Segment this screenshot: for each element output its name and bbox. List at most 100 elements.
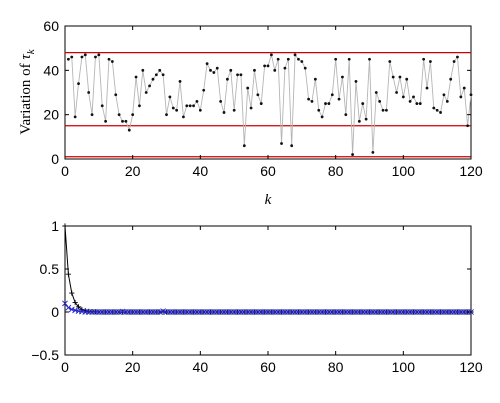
top-chart-data-point <box>127 128 131 132</box>
top-chart-data-point <box>361 102 365 105</box>
top-chart-data-point <box>182 115 185 119</box>
bottom-chart-xtick-label: 20 <box>125 359 141 375</box>
top-chart-data-point <box>435 108 439 112</box>
top-chart-data-point <box>412 95 415 99</box>
top-chart-data-point <box>202 88 206 92</box>
bottom-chart-xtick-label: 100 <box>392 359 416 375</box>
top-chart-data-point <box>286 57 290 61</box>
top-chart-data-point <box>80 55 84 59</box>
top-chart-data-point <box>337 97 341 101</box>
top-chart-data-point <box>192 104 195 108</box>
top-chart-data-point <box>165 113 168 117</box>
top-chart-data-point <box>73 115 77 119</box>
top-chart-data-point <box>141 68 145 72</box>
top-chart-xtick-label: 20 <box>125 163 141 179</box>
bottom-chart-ytick-label: 0 <box>51 304 59 320</box>
top-chart-data-point <box>442 93 446 97</box>
top-chart-data-point <box>77 82 80 86</box>
top-chart-data-point <box>469 93 473 97</box>
top-chart-data-point <box>466 124 470 128</box>
top-chart-data-point <box>327 102 331 105</box>
bottom-chart-series-1-marker <box>69 290 75 296</box>
top-chart-data-point <box>439 111 442 114</box>
top-chart-data-point <box>422 57 426 61</box>
bottom-chart-plot-area <box>64 225 472 356</box>
top-chart-data-point <box>242 144 246 148</box>
top-chart-data-point <box>83 53 87 57</box>
top-chart-data-point <box>445 99 449 103</box>
bottom-chart-series-1-marker <box>75 304 82 310</box>
top-chart-data-point <box>198 108 202 112</box>
top-chart-data-point <box>307 97 310 101</box>
top-chart-data-point <box>418 102 422 105</box>
top-chart-data-point <box>97 53 101 57</box>
top-chart-data-point <box>432 106 436 110</box>
top-chart-y-ticks: 0 20 40 60 <box>43 18 471 167</box>
bottom-chart-series <box>62 223 474 315</box>
top-chart-data-point <box>303 66 307 70</box>
bottom-chart-series-2-marker <box>156 309 163 315</box>
bottom-chart-series-2-marker <box>160 308 167 315</box>
top-chart-data-point <box>280 142 283 145</box>
top-chart-data-point <box>290 144 294 148</box>
top-chart-data-point <box>215 66 219 70</box>
top-chart-data-point <box>456 55 459 59</box>
top-chart-data-point <box>273 68 277 72</box>
top-chart-xtick-label: 80 <box>328 163 344 179</box>
top-chart-data-point <box>408 99 412 103</box>
top-chart-data-point <box>344 113 348 117</box>
top-chart-data-point <box>401 95 405 99</box>
bottom-chart-xtick-label: 40 <box>193 359 209 375</box>
top-chart-xlabel: k <box>265 192 272 208</box>
top-chart-data-point <box>334 57 338 61</box>
top-chart-data-point <box>158 68 162 72</box>
bottom-chart-ytick-label: 1 <box>51 218 59 234</box>
top-chart-data-point <box>266 64 270 68</box>
top-chart-series <box>66 53 473 156</box>
top-chart-data-point <box>144 91 148 94</box>
top-chart-series-line <box>68 53 472 155</box>
top-chart-data-point <box>459 95 463 99</box>
top-chart-ylabel-subscript: k <box>25 48 37 54</box>
bottom-chart-xtick-label: 60 <box>260 359 276 375</box>
top-chart-data-point <box>449 77 453 81</box>
top-chart-data-point <box>195 99 199 103</box>
top-chart-data-point <box>236 73 239 77</box>
top-chart-data-point <box>161 73 165 77</box>
top-chart-data-point <box>313 77 317 81</box>
top-chart-data-point <box>154 73 158 77</box>
bottom-chart-series-2-marker <box>62 300 68 307</box>
top-chart-data-point <box>398 75 402 79</box>
top-chart-data-point <box>185 104 189 108</box>
top-chart-ylabel-text: Variation of <box>18 60 34 135</box>
top-chart-x-ticks: 0 20 40 60 80 100 120 <box>61 26 483 179</box>
top-chart-data-point <box>368 57 371 61</box>
top-chart-data-point <box>300 60 304 63</box>
top-chart-data-point <box>205 62 209 66</box>
top-chart-data-point <box>104 119 107 123</box>
top-chart-data-point <box>276 57 280 61</box>
top-chart-data-point <box>239 73 243 77</box>
bottom-chart-y-ticks: −0.5 0 0.5 1 <box>31 218 471 363</box>
top-chart-ytick-label: 20 <box>43 107 59 123</box>
top-chart-data-point <box>131 113 135 117</box>
top-chart-data-point <box>100 104 104 108</box>
top-chart-data-point <box>371 150 375 154</box>
top-chart-data-point <box>324 102 327 105</box>
bottom-chart-ytick-label: 0.5 <box>40 261 60 277</box>
top-chart-data-point <box>117 113 121 117</box>
top-chart-data-point <box>121 119 124 123</box>
bottom-chart-xtick-label: 80 <box>328 359 344 375</box>
top-chart-data-point <box>330 93 334 97</box>
top-chart-data-point <box>229 68 233 72</box>
top-chart-data-point <box>249 106 253 110</box>
top-chart-data-point <box>232 108 236 112</box>
top-chart-data-point <box>66 57 70 61</box>
top-chart-data-point <box>429 60 432 63</box>
top-chart-data-point <box>110 60 114 63</box>
top-chart-data-point <box>395 91 398 94</box>
top-chart-ytick-label: 0 <box>51 151 59 167</box>
bottom-chart-series-1-marker <box>65 271 71 277</box>
top-chart-data-point <box>462 86 466 90</box>
